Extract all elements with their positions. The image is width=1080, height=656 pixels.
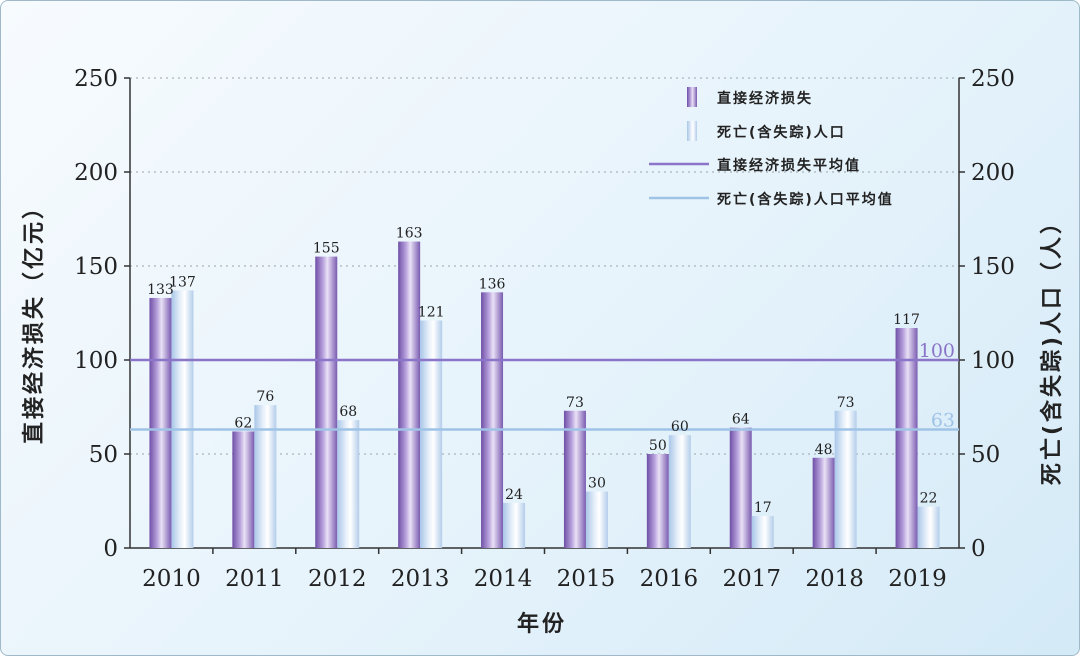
y-axis-title-right: 死亡(含失踪)人口（人）: [1039, 209, 1065, 485]
bar-deaths: [420, 320, 443, 548]
legend-swatch-economic-loss: [687, 87, 697, 107]
data-label-economic-loss: 163: [396, 226, 423, 242]
y-tick-label-left: 50: [89, 442, 118, 468]
data-label-deaths: 22: [920, 491, 938, 507]
x-tick-label: 2015: [557, 566, 616, 592]
data-label-economic-loss: 50: [649, 438, 667, 454]
x-tick-label: 2016: [640, 566, 699, 592]
bar-deaths: [917, 506, 940, 548]
x-tick-label: 2014: [474, 566, 533, 592]
legend-label-economic-loss-avg: 直接经济损失平均值: [717, 157, 861, 174]
y-tick-label-right: 150: [971, 254, 1015, 280]
x-tick-label: 2010: [142, 566, 201, 592]
bar-economic-loss: [895, 328, 918, 548]
bar-deaths: [668, 435, 691, 548]
bar-deaths: [751, 516, 774, 548]
legend-label-deaths-avg: 死亡(含失踪)人口平均值: [716, 191, 894, 208]
y-tick-label-left: 150: [74, 254, 118, 280]
bar-economic-loss: [646, 454, 669, 548]
bar-economic-loss: [149, 297, 172, 548]
data-label-economic-loss: 48: [815, 442, 833, 458]
data-label-deaths: 24: [505, 487, 523, 503]
bar-deaths: [503, 502, 526, 548]
data-label-economic-loss: 133: [147, 282, 174, 298]
avg-label-economic-loss: 100: [919, 340, 955, 362]
x-tick-label: 2019: [888, 566, 947, 592]
bar-deaths: [834, 410, 857, 548]
bar-deaths: [171, 290, 194, 548]
bar-deaths: [585, 491, 608, 548]
y-tick-label-left: 0: [103, 536, 118, 562]
x-tick-label: 2012: [308, 566, 367, 592]
data-label-economic-loss: 64: [732, 412, 750, 428]
data-label-economic-loss: 62: [234, 415, 252, 431]
avg-label-deaths: 63: [931, 410, 955, 432]
legend-swatch-deaths: [687, 121, 697, 141]
data-label-deaths: 73: [837, 395, 855, 411]
y-tick-label-right: 200: [971, 160, 1015, 186]
legend-label-economic-loss: 直接经济损失: [717, 90, 813, 107]
data-label-deaths: 76: [256, 389, 274, 405]
x-tick-label: 2017: [722, 566, 781, 592]
data-label-deaths: 121: [418, 305, 445, 321]
y-tick-label-right: 0: [971, 536, 986, 562]
data-label-deaths: 68: [339, 404, 357, 420]
bar-economic-loss: [481, 292, 504, 548]
data-label-economic-loss: 136: [479, 276, 506, 292]
legend-label-deaths: 死亡(含失踪)人口: [716, 124, 846, 141]
x-axis-title: 年份: [517, 611, 567, 637]
bar-economic-loss: [563, 410, 586, 548]
y-tick-label-left: 100: [74, 348, 118, 374]
y-tick-label-left: 200: [74, 160, 118, 186]
x-tick-label: 2011: [225, 566, 284, 592]
bar-deaths: [337, 420, 360, 548]
y-tick-label-right: 100: [971, 348, 1015, 374]
y-tick-label-right: 50: [971, 442, 1000, 468]
data-label-economic-loss: 73: [566, 395, 584, 411]
bar-economic-loss: [232, 431, 255, 548]
data-label-economic-loss: 117: [893, 312, 920, 328]
legend: 直接经济损失 死亡(含失踪)人口 直接经济损失平均值 死亡(含失踪)人口平均值: [649, 87, 894, 208]
bar-economic-loss: [729, 427, 752, 548]
x-tick-label: 2013: [391, 566, 450, 592]
data-label-economic-loss: 155: [313, 241, 340, 257]
data-label-deaths: 30: [588, 476, 606, 492]
y-tick-label-right: 250: [971, 66, 1015, 92]
bar-deaths: [254, 405, 277, 548]
y-axis-title-left: 直接经济损失（亿元）: [21, 194, 47, 444]
y-tick-label-left: 250: [74, 66, 118, 92]
bar-economic-loss: [812, 457, 835, 548]
data-label-deaths: 60: [671, 419, 689, 435]
bar-economic-loss: [398, 241, 421, 548]
bar-economic-loss: [315, 256, 338, 548]
x-tick-label: 2018: [805, 566, 864, 592]
data-label-deaths: 137: [169, 274, 196, 290]
data-label-deaths: 17: [754, 500, 772, 516]
